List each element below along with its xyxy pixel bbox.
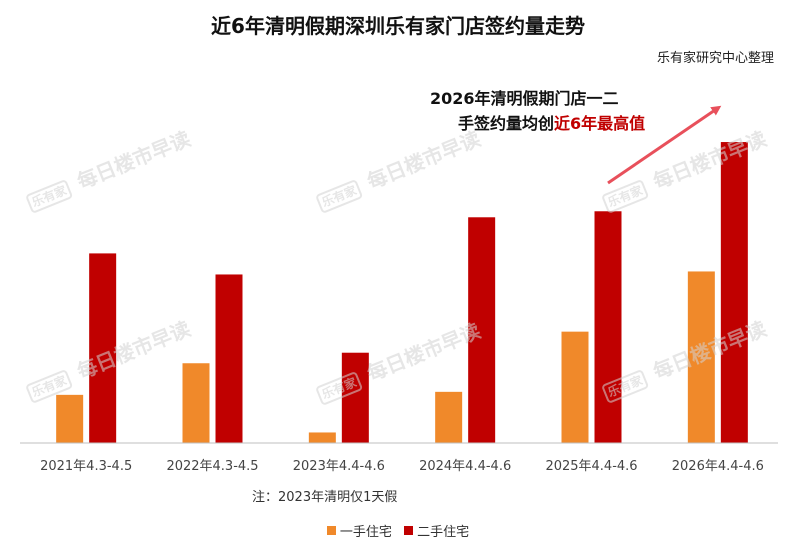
bar-resale-5 — [594, 211, 622, 443]
bar-new-2 — [182, 363, 210, 443]
bar-resale-4 — [468, 217, 496, 443]
annotation-line-1: 2026年清明假期门店一二 — [430, 89, 619, 108]
bar-resale-1 — [89, 253, 117, 443]
source-label: 乐有家研究中心整理 — [656, 51, 774, 66]
bar-resale-6 — [720, 142, 748, 444]
x-tick-label-5: 2025年4.4-4.6 — [545, 459, 637, 474]
annotation-text: 2026年清明假期门店一二 手签约量均创近6年最高值 — [430, 86, 645, 136]
chart-title: 近6年清明假期深圳乐有家门店签约量走势 — [211, 14, 585, 38]
annotation-arrow — [607, 105, 722, 185]
x-tick-label-1: 2021年4.3-4.5 — [40, 459, 132, 474]
bar-new-5 — [561, 331, 589, 443]
footnote: 注：2023年清明仅1天假 — [252, 490, 398, 505]
bar-resale-3 — [341, 352, 369, 443]
bar-new-4 — [435, 391, 463, 443]
x-tick-label-3: 2023年4.4-4.6 — [293, 459, 385, 474]
annotation-line-2: 手签约量均创近6年最高值 — [430, 111, 645, 136]
annotation-line-2-prefix: 手签约量均创 — [458, 114, 555, 133]
bar-new-1 — [56, 394, 84, 443]
legend-swatch-resale-homes — [404, 526, 414, 535]
bar-resale-2 — [215, 274, 243, 443]
bar-new-6 — [687, 271, 715, 443]
annotation-highlight: 近6年最高值 — [554, 114, 646, 133]
x-tick-label-4: 2024年4.4-4.6 — [419, 459, 511, 474]
legend-item-resale-homes: 二手住宅 — [404, 521, 469, 540]
legend: 一手住宅 二手住宅 — [0, 521, 796, 540]
legend-label-resale-homes: 二手住宅 — [417, 525, 470, 540]
x-tick-label-2: 2022年4.3-4.5 — [166, 459, 258, 474]
legend-item-new-homes: 一手住宅 — [326, 521, 392, 540]
x-tick-label-6: 2026年4.4-4.6 — [672, 459, 764, 474]
legend-label-new-homes: 一手住宅 — [339, 525, 392, 540]
bar-new-3 — [308, 432, 336, 443]
legend-swatch-new-homes — [326, 526, 336, 535]
